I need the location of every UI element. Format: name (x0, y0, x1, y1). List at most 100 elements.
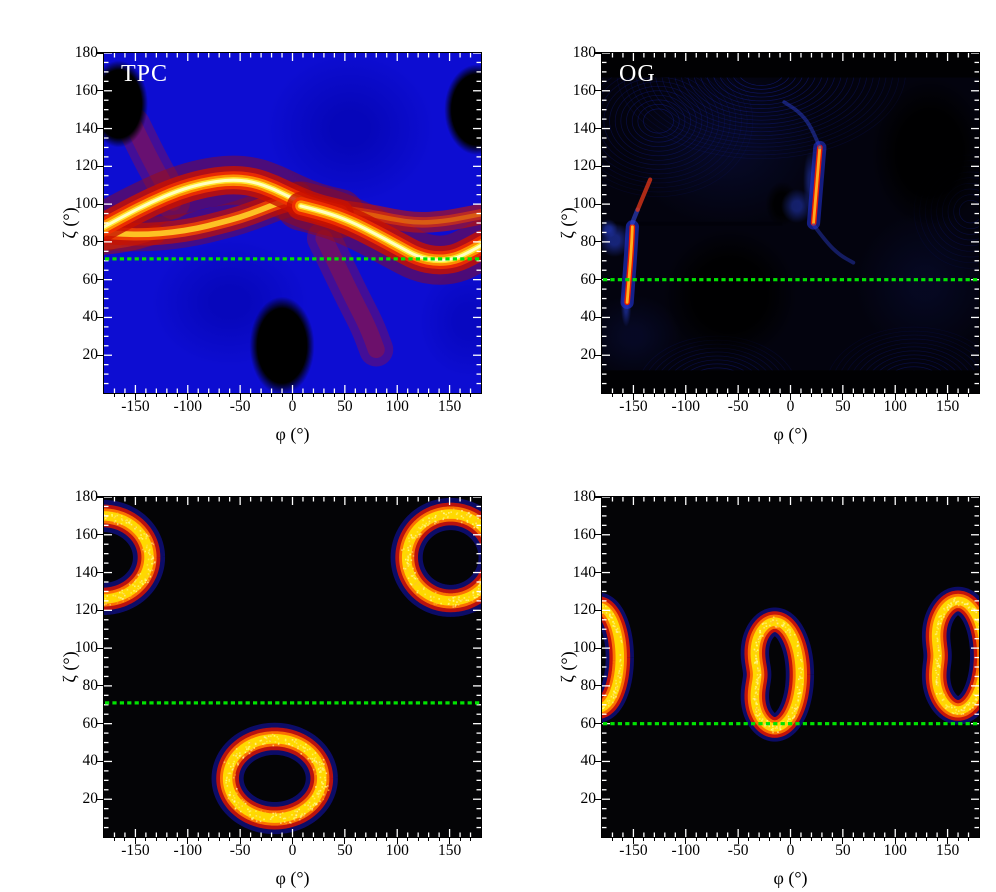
y-major-tick-mark (97, 204, 103, 205)
x-tick-label: 0 (289, 398, 297, 416)
y-tick-label: 20 (60, 346, 98, 364)
x-minor-tick-mark (832, 394, 833, 397)
y-tick-label: 60 (558, 271, 596, 289)
y-major-tick-mark (97, 761, 103, 762)
y-tick-label: 160 (558, 82, 596, 100)
x-minor-tick-mark (428, 394, 429, 397)
x-minor-tick-mark (365, 838, 366, 841)
panel-og-smoothed-rings: ζ (°) φ (°) -150 -100 -50 0 50 100 150 20 40 60 80… (601, 496, 980, 838)
x-tick-label: 150 (438, 842, 461, 860)
x-major-tick-mark (842, 838, 843, 844)
x-tick-label: -150 (619, 842, 647, 860)
x-major-tick-mark (895, 394, 896, 400)
x-minor-tick-mark (124, 838, 125, 841)
x-minor-tick-mark (654, 394, 655, 397)
x-minor-tick-mark (177, 394, 178, 397)
y-major-tick-mark (595, 128, 601, 129)
y-major-tick-mark (97, 534, 103, 535)
y-major-tick-mark (595, 52, 601, 53)
y-major-tick-mark (97, 355, 103, 356)
x-minor-tick-mark (407, 838, 408, 841)
x-axis-label: φ (°) (275, 424, 309, 445)
y-major-tick-mark (595, 241, 601, 242)
y-tick-label: 20 (558, 346, 596, 364)
y-tick-label: 120 (60, 601, 98, 619)
x-tick-label: 0 (289, 842, 297, 860)
x-tick-label: 100 (884, 398, 907, 416)
x-minor-tick-mark (439, 838, 440, 841)
x-minor-tick-mark (780, 838, 781, 841)
x-minor-tick-mark (612, 838, 613, 841)
x-minor-tick-mark (769, 394, 770, 397)
y-major-tick-mark (595, 279, 601, 280)
x-minor-tick-mark (675, 838, 676, 841)
x-minor-tick-mark (832, 838, 833, 841)
x-minor-tick-mark (114, 838, 115, 841)
x-major-tick-mark (895, 838, 896, 844)
x-tick-label: -100 (174, 842, 202, 860)
x-tick-label: -150 (619, 398, 647, 416)
y-tick-label: 120 (558, 157, 596, 175)
y-tick-label: 100 (558, 639, 596, 657)
x-minor-tick-mark (811, 394, 812, 397)
x-axis-label: φ (°) (773, 424, 807, 445)
x-tick-label: -150 (121, 398, 149, 416)
x-major-tick-mark (344, 394, 345, 400)
x-minor-tick-mark (313, 838, 314, 841)
x-minor-tick-mark (166, 394, 167, 397)
x-tick-label: -100 (672, 398, 700, 416)
x-minor-tick-mark (376, 838, 377, 841)
x-major-tick-mark (633, 394, 634, 400)
x-tick-label: 0 (787, 398, 795, 416)
x-minor-tick-mark (884, 394, 885, 397)
x-minor-tick-mark (460, 394, 461, 397)
y-tick-label: 140 (60, 120, 98, 138)
y-tick-label: 180 (60, 44, 98, 62)
y-major-tick-mark (97, 128, 103, 129)
panel-og-skymap: OG ζ (°) φ (°) -150 -100 -50 0 50 100 150 20 40 6… (601, 52, 980, 394)
y-major-tick-mark (595, 572, 601, 573)
x-minor-tick-mark (208, 394, 209, 397)
y-tick-label: 80 (60, 677, 98, 695)
x-minor-tick-mark (874, 838, 875, 841)
y-tick-label: 40 (558, 752, 596, 770)
x-major-tick-mark (790, 838, 791, 844)
x-minor-tick-mark (664, 838, 665, 841)
x-minor-tick-mark (874, 394, 875, 397)
y-major-tick-mark (97, 685, 103, 686)
x-major-tick-mark (292, 838, 293, 844)
x-minor-tick-mark (407, 394, 408, 397)
x-major-tick-mark (947, 838, 948, 844)
y-major-tick-mark (595, 166, 601, 167)
x-minor-tick-mark (926, 394, 927, 397)
y-major-tick-mark (97, 723, 103, 724)
y-tick-label: 160 (60, 82, 98, 100)
y-tick-label: 140 (558, 564, 596, 582)
figure-page: { "page": {"background": "#ffffff"}, "ch… (0, 0, 996, 892)
x-minor-tick-mark (386, 838, 387, 841)
x-major-tick-mark (449, 394, 450, 400)
x-major-tick-mark (292, 394, 293, 400)
y-tick-label: 180 (558, 44, 596, 62)
x-minor-tick-mark (250, 394, 251, 397)
x-minor-tick-mark (219, 394, 220, 397)
x-major-tick-mark (947, 394, 948, 400)
x-minor-tick-mark (759, 838, 760, 841)
x-minor-tick-mark (800, 394, 801, 397)
x-major-tick-mark (135, 838, 136, 844)
x-minor-tick-mark (675, 394, 676, 397)
tpc-rings-canvas (104, 497, 481, 837)
x-minor-tick-mark (355, 838, 356, 841)
y-tick-label: 60 (60, 271, 98, 289)
x-tick-label: -50 (728, 398, 749, 416)
x-minor-tick-mark (418, 838, 419, 841)
x-minor-tick-mark (282, 838, 283, 841)
x-major-tick-mark (633, 838, 634, 844)
x-minor-tick-mark (156, 838, 157, 841)
x-minor-tick-mark (470, 838, 471, 841)
panel-label-og: OG (619, 61, 656, 88)
x-minor-tick-mark (968, 838, 969, 841)
x-minor-tick-mark (271, 394, 272, 397)
x-minor-tick-mark (622, 394, 623, 397)
y-major-tick-mark (97, 799, 103, 800)
